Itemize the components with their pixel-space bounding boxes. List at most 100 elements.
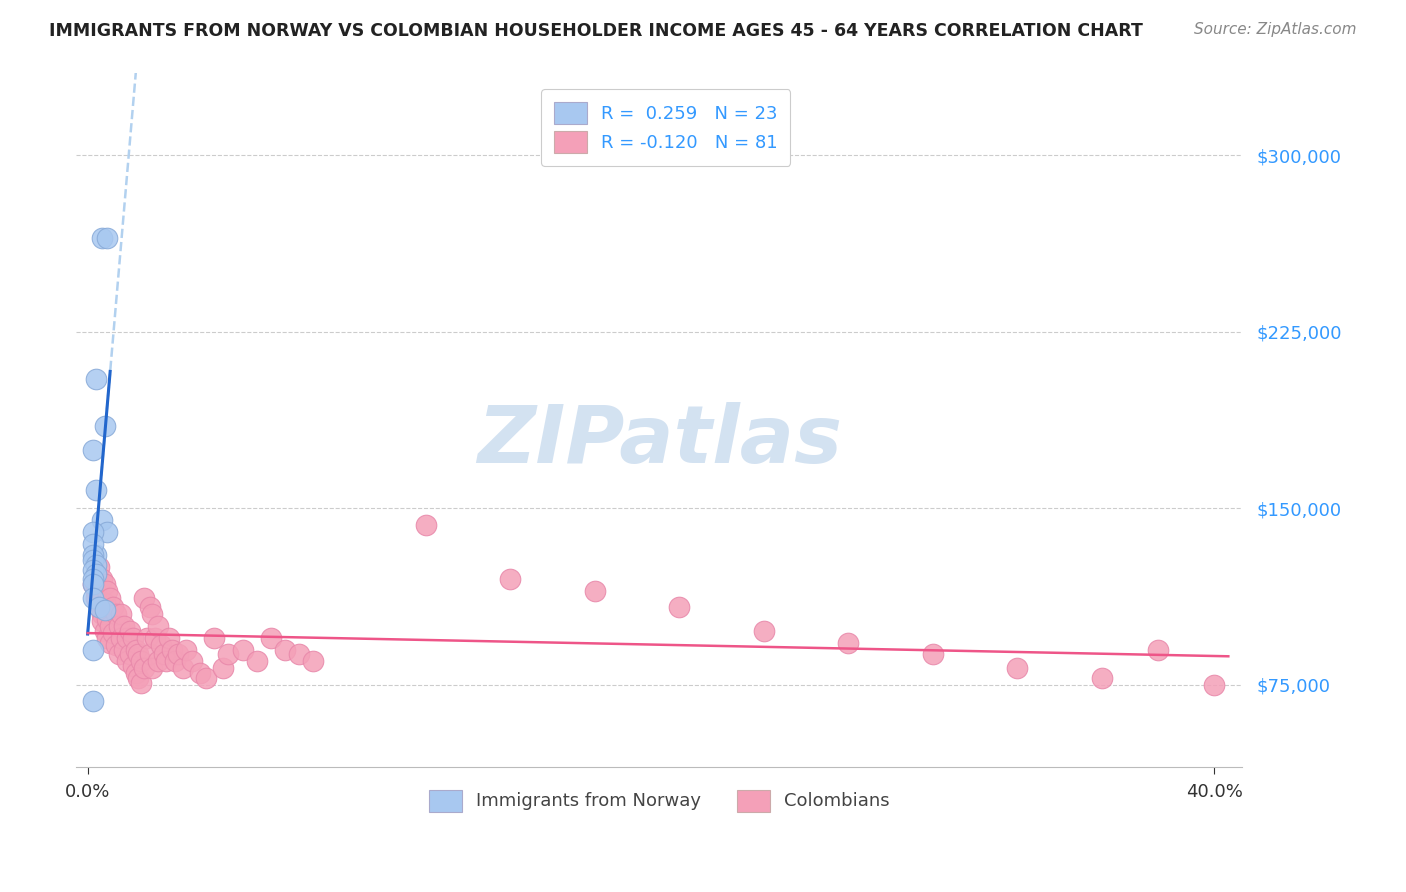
Point — [138, 648, 160, 662]
Point — [202, 631, 225, 645]
Point — [84, 591, 107, 605]
Point — [141, 661, 163, 675]
Text: ZIPatlas: ZIPatlas — [477, 402, 842, 480]
Point — [98, 591, 121, 605]
Point — [82, 572, 104, 586]
Point — [127, 648, 149, 662]
Point — [211, 661, 233, 675]
Point — [82, 549, 104, 563]
Point — [180, 654, 202, 668]
Point — [84, 567, 107, 582]
Point — [82, 563, 104, 577]
Point — [921, 648, 943, 662]
Point — [90, 513, 112, 527]
Point — [160, 642, 183, 657]
Point — [84, 558, 107, 572]
Point — [104, 638, 127, 652]
Point — [84, 583, 107, 598]
Point — [101, 626, 124, 640]
Point — [112, 642, 135, 657]
Point — [96, 524, 118, 539]
Point — [132, 661, 155, 675]
Point — [217, 648, 239, 662]
Point — [96, 631, 118, 645]
Point — [93, 624, 115, 638]
Point — [101, 600, 124, 615]
Point — [93, 419, 115, 434]
Point — [84, 372, 107, 386]
Point — [96, 583, 118, 598]
Point — [110, 607, 132, 622]
Point — [1147, 642, 1170, 657]
Point — [96, 612, 118, 626]
Point — [132, 591, 155, 605]
Point — [1204, 678, 1226, 692]
Point — [82, 576, 104, 591]
Point — [82, 524, 104, 539]
Point — [90, 572, 112, 586]
Point — [82, 694, 104, 708]
Point — [166, 648, 188, 662]
Point — [188, 666, 211, 681]
Point — [274, 642, 297, 657]
Point — [90, 607, 112, 622]
Point — [138, 600, 160, 615]
Point — [232, 642, 254, 657]
Point — [135, 631, 157, 645]
Point — [146, 654, 169, 668]
Point — [837, 635, 859, 649]
Point — [288, 648, 311, 662]
Point — [93, 576, 115, 591]
Point — [127, 671, 149, 685]
Point — [163, 654, 186, 668]
Point — [98, 619, 121, 633]
Point — [118, 624, 141, 638]
Point — [87, 600, 110, 615]
Point — [260, 631, 283, 645]
Point — [112, 619, 135, 633]
Point — [121, 659, 143, 673]
Point — [246, 654, 269, 668]
Point — [115, 631, 138, 645]
Point — [82, 553, 104, 567]
Point — [194, 671, 217, 685]
Point — [82, 442, 104, 457]
Point — [752, 624, 775, 638]
Text: IMMIGRANTS FROM NORWAY VS COLOMBIAN HOUSEHOLDER INCOME AGES 45 - 64 YEARS CORREL: IMMIGRANTS FROM NORWAY VS COLOMBIAN HOUS… — [49, 22, 1143, 40]
Point — [90, 615, 112, 629]
Point — [84, 483, 107, 497]
Point — [174, 642, 197, 657]
Point — [141, 607, 163, 622]
Point — [93, 602, 115, 616]
Point — [87, 560, 110, 574]
Point — [98, 635, 121, 649]
Point — [668, 600, 690, 615]
Point — [583, 583, 606, 598]
Point — [110, 631, 132, 645]
Point — [124, 666, 146, 681]
Point — [1090, 671, 1112, 685]
Point — [93, 595, 115, 609]
Point — [152, 648, 174, 662]
Point — [90, 231, 112, 245]
Point — [96, 231, 118, 245]
Point — [302, 654, 325, 668]
Point — [82, 591, 104, 605]
Point — [82, 576, 104, 591]
Point — [415, 517, 437, 532]
Point — [82, 537, 104, 551]
Point — [124, 642, 146, 657]
Point — [1005, 661, 1028, 675]
Point — [149, 638, 172, 652]
Point — [82, 642, 104, 657]
Point — [155, 654, 177, 668]
Point — [107, 648, 129, 662]
Point — [115, 654, 138, 668]
Point — [84, 549, 107, 563]
Point — [118, 648, 141, 662]
Text: Source: ZipAtlas.com: Source: ZipAtlas.com — [1194, 22, 1357, 37]
Point — [499, 572, 522, 586]
Point — [143, 631, 166, 645]
Point — [172, 661, 194, 675]
Point — [129, 675, 152, 690]
